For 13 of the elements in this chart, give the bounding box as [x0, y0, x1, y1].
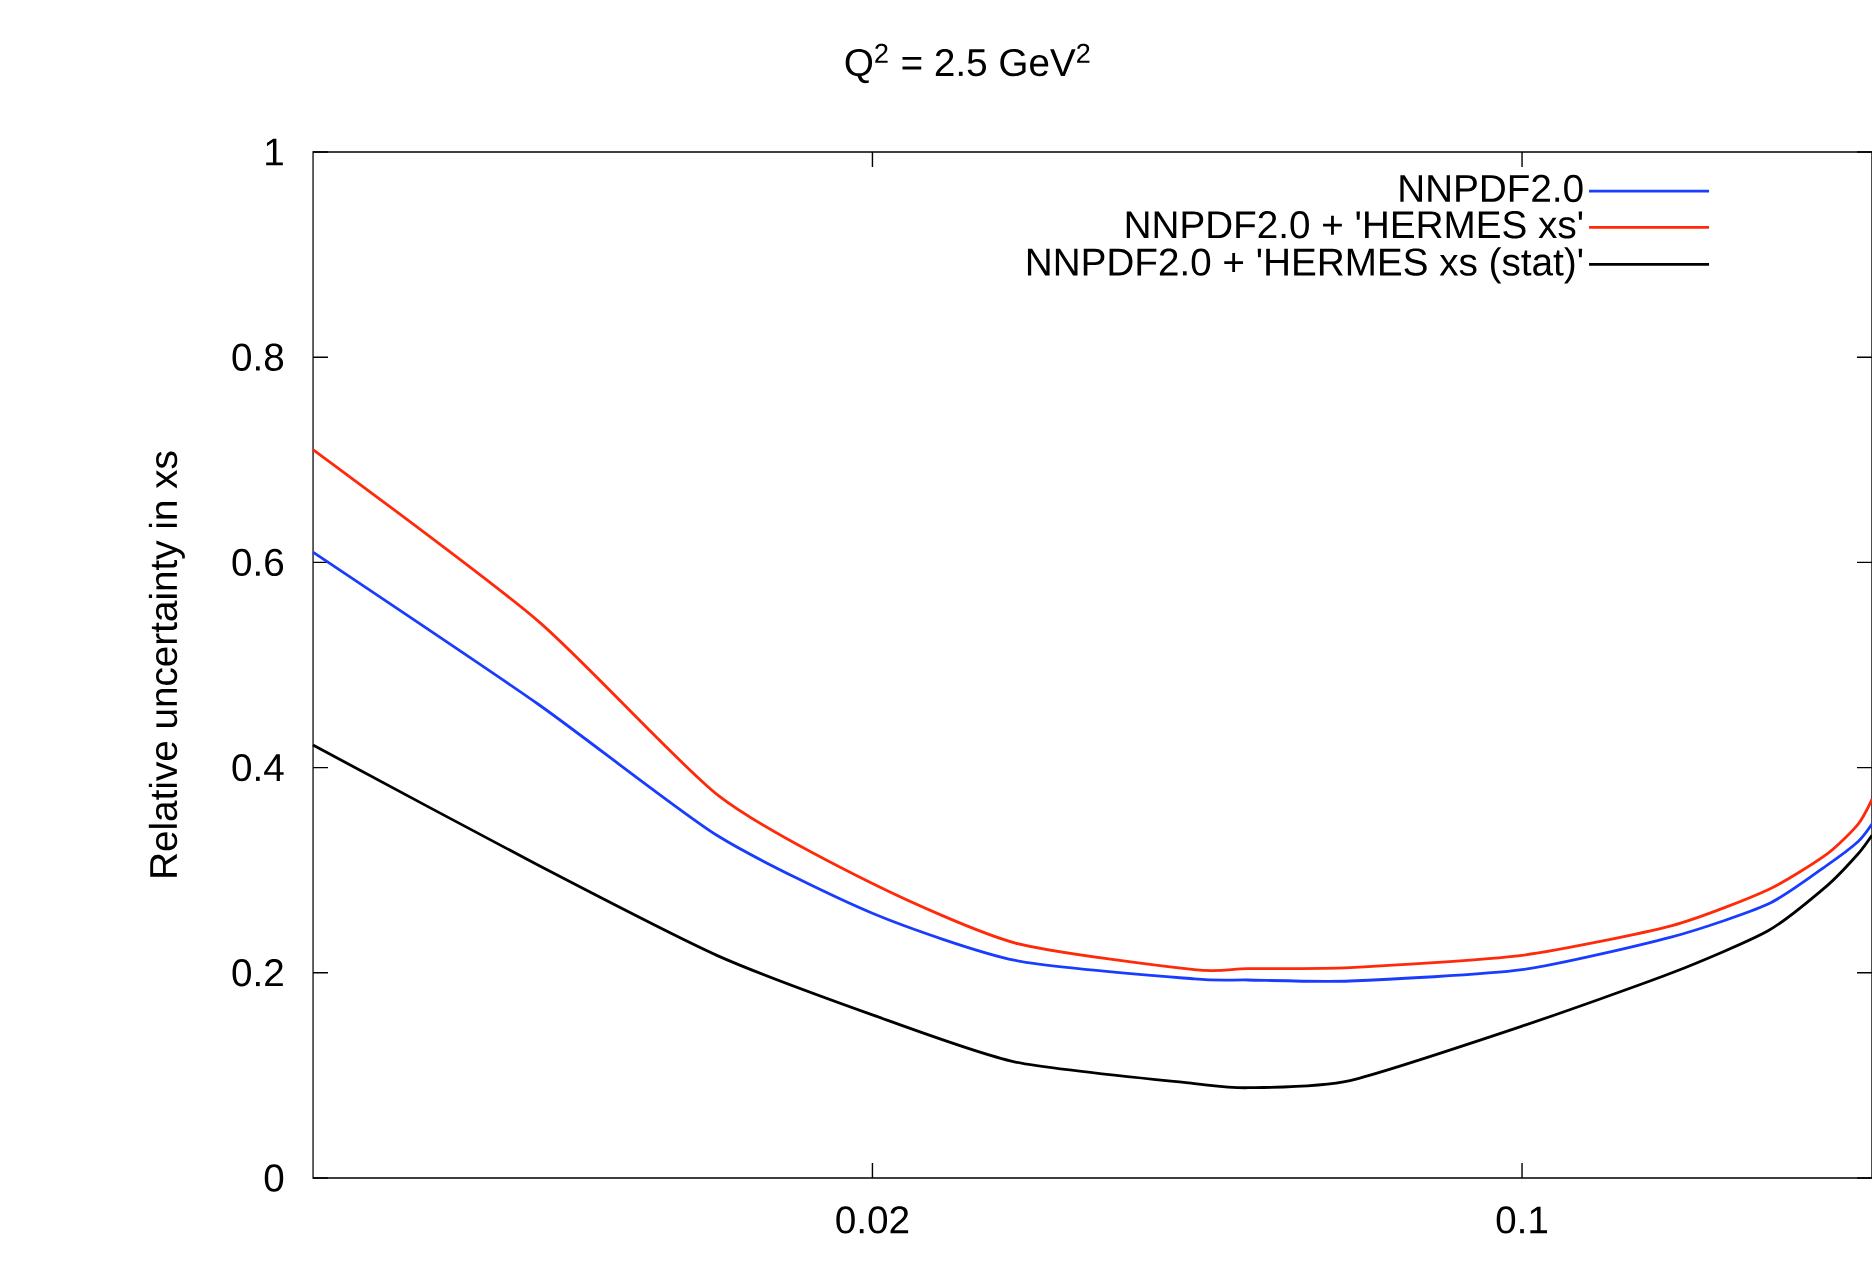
y-tick-label: 0 [264, 1164, 284, 1192]
legend-label: NNPDF2.0 + 'HERMES xs' [1126, 211, 1583, 239]
chart-title: Q$^{2}$ = 2.5 GeV$^{2}$ [845, 43, 1090, 84]
legend-label: NNPDF2.0 [1400, 174, 1583, 203]
y-tick-label: 0.8 [232, 343, 284, 371]
y-axis-title: Relative uncertainty in xs [148, 451, 185, 877]
x-tick-label: 0.1 [1496, 1206, 1548, 1234]
y-tick-label: 0.6 [232, 548, 284, 577]
y-tick-label: 0.2 [232, 959, 283, 987]
y-tick-label: 1 [266, 138, 283, 166]
x-tick-label: 0.02 [836, 1206, 909, 1234]
legend-label: NNPDF2.0 + 'HERMES xs (stat)' [1027, 247, 1583, 284]
y-tick-label: 0.4 [232, 753, 284, 782]
